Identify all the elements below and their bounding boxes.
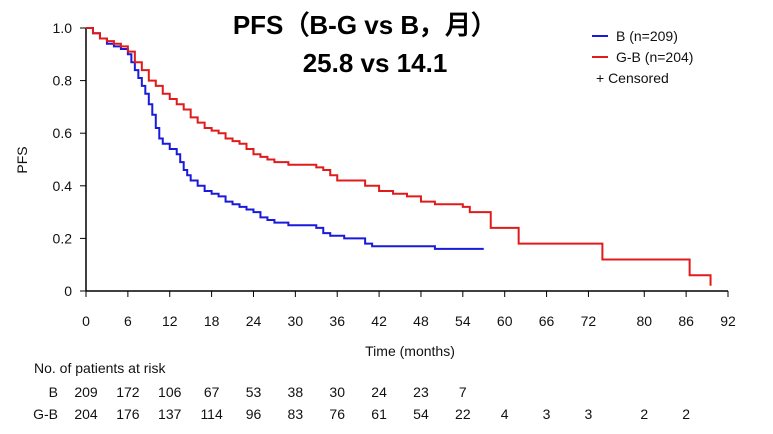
risk-value: 3 <box>585 406 593 422</box>
axes: 0 0.2 0.4 0.6 0.8 1.0 0 6 12 18 24 30 36 42 48 54 60 66 72… <box>53 20 736 329</box>
risk-value: 54 <box>413 406 429 422</box>
x-tick-label: 72 <box>581 313 597 329</box>
risk-value: 172 <box>116 384 140 400</box>
x-tick-label: 92 <box>720 313 736 329</box>
x-tick-label: 80 <box>636 313 652 329</box>
y-tick-label: 0 <box>64 283 72 299</box>
risk-value: 22 <box>455 406 471 422</box>
chart-subtitle: 25.8 vs 14.1 <box>303 48 448 78</box>
x-tick-label: 6 <box>124 313 132 329</box>
x-tick-label: 60 <box>497 313 513 329</box>
risk-value: 176 <box>116 406 140 422</box>
risk-value: 96 <box>246 406 262 422</box>
risk-value: 67 <box>204 384 220 400</box>
x-tick-label: 66 <box>539 313 555 329</box>
y-tick-label: 0.4 <box>53 178 73 194</box>
risk-value: 106 <box>158 384 182 400</box>
survival-curves <box>86 27 712 286</box>
y-axis-title: PFS <box>14 146 30 173</box>
risk-value: 209 <box>74 384 98 400</box>
risk-value: 7 <box>459 384 467 400</box>
x-tick-label: 48 <box>413 313 429 329</box>
chart-title: PFS（B-G vs B，月） <box>233 10 497 40</box>
x-tick-label: 12 <box>162 313 178 329</box>
x-tick-label: 24 <box>246 313 262 329</box>
risk-table: No. of patients at risk B 209 172 106 67 53 38… <box>33 360 690 422</box>
y-tick-label: 0.2 <box>53 230 73 246</box>
risk-value: 61 <box>371 406 387 422</box>
legend-censored: + Censored <box>596 70 669 86</box>
x-tick-label: 30 <box>288 313 304 329</box>
risk-value: 2 <box>640 406 648 422</box>
risk-value: 30 <box>329 384 345 400</box>
risk-value: 2 <box>682 406 690 422</box>
risk-value: 53 <box>246 384 262 400</box>
series-line-g-b <box>86 27 712 286</box>
risk-value: 3 <box>543 406 551 422</box>
y-tick-label: 1.0 <box>53 20 73 36</box>
x-tick-label: 18 <box>204 313 220 329</box>
risk-value: 114 <box>200 406 223 422</box>
x-tick-label: 42 <box>371 313 387 329</box>
x-tick-label: 54 <box>455 313 471 329</box>
x-tick-label: 86 <box>678 313 694 329</box>
legend-label: B (n=209) <box>616 28 678 44</box>
x-tick-label: 0 <box>82 313 90 329</box>
x-axis-title: Time (months) <box>365 343 455 359</box>
x-tick-label: 36 <box>329 313 345 329</box>
legend: B (n=209) G-B (n=204) + Censored <box>592 28 693 86</box>
risk-value: 24 <box>371 384 387 400</box>
risk-value: 38 <box>288 384 304 400</box>
risk-value: 204 <box>74 406 98 422</box>
y-tick-label: 0.8 <box>53 73 73 89</box>
risk-row-label: G-B <box>33 406 58 422</box>
risk-table-title: No. of patients at risk <box>34 360 167 376</box>
risk-value: 4 <box>501 406 509 422</box>
risk-value: 137 <box>158 406 182 422</box>
risk-row-label: B <box>49 384 58 400</box>
legend-label: G-B (n=204) <box>616 49 693 65</box>
risk-value: 76 <box>329 406 345 422</box>
y-tick-label: 0.6 <box>53 125 73 141</box>
risk-value: 23 <box>413 384 429 400</box>
risk-value: 83 <box>288 406 304 422</box>
